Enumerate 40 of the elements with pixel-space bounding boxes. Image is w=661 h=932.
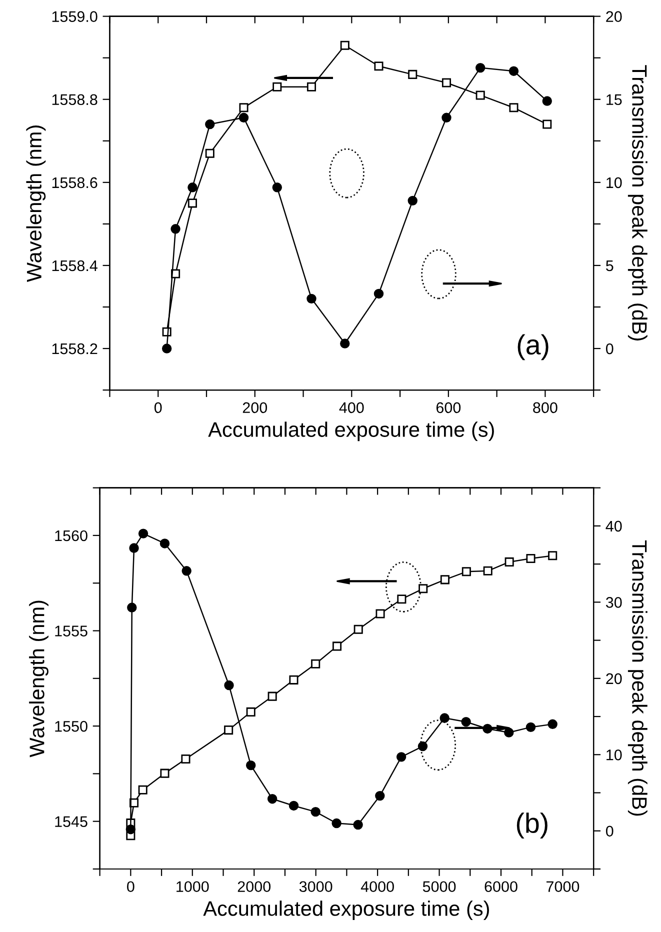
y-tick-label: 1558.2 — [52, 343, 98, 354]
y-tick-label: 1545 — [55, 816, 88, 828]
y2-tick-label: 0 — [606, 343, 614, 354]
x-tick-label: 7000 — [546, 881, 580, 892]
y-tick-label: 1558.6 — [52, 177, 98, 188]
x-tick-label: 200 — [242, 402, 268, 414]
y2-tick-label: 0 — [606, 826, 614, 837]
y-tick-label: 1559.0 — [52, 11, 98, 22]
y-tick-label: 1555 — [55, 626, 88, 636]
y-tick-label: 1550 — [55, 720, 88, 732]
y2-tick-label: 20 — [606, 673, 622, 684]
x-tick-label: 5000 — [422, 881, 456, 892]
y-tick-label: 1558.4 — [52, 260, 98, 272]
y2-axis-title: Transmission peak depth (dB) — [628, 540, 648, 816]
y2-tick-label: 40 — [606, 520, 622, 532]
x-tick-label: 600 — [436, 402, 461, 414]
x-tick-label: 0 — [127, 881, 134, 892]
y2-tick-label: 10 — [606, 177, 622, 188]
x-axis-title: Accumulated exposure time (s) — [208, 422, 494, 442]
x-tick-label: 400 — [339, 402, 364, 414]
x-tick-label: 2000 — [238, 881, 271, 892]
y2-tick-label: 20 — [606, 11, 622, 22]
x-axis-title: Accumulated exposure time (s) — [203, 900, 489, 920]
annotation: (a) — [518, 334, 548, 360]
y-tick-label: 1558.8 — [52, 94, 98, 106]
x-tick-label: 6000 — [484, 881, 518, 892]
y2-axis-title: Transmission peak depth (dB) — [628, 65, 648, 340]
x-tick-label: 3000 — [299, 881, 332, 892]
y-axis-title: Wavelength (nm) — [26, 126, 46, 282]
y-tick-label: 1560 — [55, 530, 88, 542]
x-tick-label: 1000 — [176, 881, 209, 892]
y2-tick-label: 15 — [606, 94, 622, 106]
x-tick-label: 0 — [154, 402, 162, 414]
x-tick-label: 800 — [533, 402, 558, 414]
annotation: (b) — [516, 812, 548, 838]
y2-tick-label: 30 — [606, 597, 622, 608]
y2-tick-label: 10 — [606, 750, 622, 760]
x-tick-label: 4000 — [360, 881, 394, 892]
y-axis-title: Wavelength (nm) — [29, 600, 48, 758]
y2-tick-label: 5 — [606, 260, 614, 272]
